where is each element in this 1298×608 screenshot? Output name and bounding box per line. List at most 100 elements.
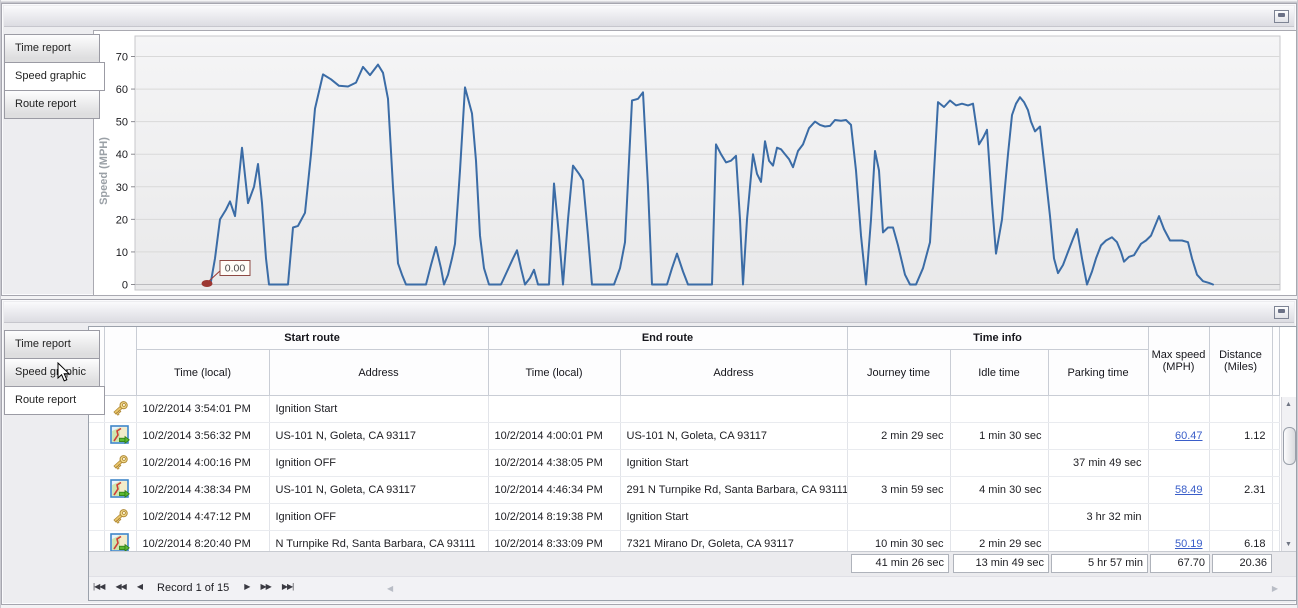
hscroll-left-arrow-icon[interactable]: ◀ (387, 584, 394, 593)
speed-chart-box: 0 10 20 30 40 50 60 70 Speed (MPH) 0.00 (93, 30, 1297, 296)
column-header-distance[interactable]: Distance (Miles) (1209, 327, 1273, 396)
table-row[interactable]: 10/2/2014 4:00:16 PM Ignition OFF 10/2/201… (89, 449, 1281, 477)
start-time-cell: 10/2/2014 4:00:16 PM (136, 449, 270, 477)
end-address-cell: 291 N Turnpike Rd, Santa Barbara, CA 931… (620, 476, 848, 504)
tab-route-report[interactable]: Route report (4, 386, 105, 415)
tab-speed-graphic[interactable]: Speed graphic (4, 62, 105, 91)
y-tick-label: 0 (122, 280, 128, 292)
max-speed-cell (1148, 503, 1210, 531)
route-event-cell (104, 476, 137, 504)
row-indicator (89, 449, 105, 477)
start-time-cell: 10/2/2014 8:20:40 PM (136, 530, 270, 552)
pager-prev-button[interactable]: ◀ (136, 582, 143, 591)
collapse-icon (1278, 13, 1285, 17)
plot-area (134, 35, 1281, 291)
speed-annotation-box (219, 260, 251, 276)
filler-cell (1272, 503, 1281, 531)
distance-cell: 2.31 (1209, 476, 1273, 504)
column-header-end-time[interactable]: Time (local) (488, 349, 621, 396)
speed-graphic-panel: Time report Speed graphic Route report 0 10… (1, 3, 1297, 296)
route-icon (110, 424, 130, 444)
key-icon (112, 400, 128, 416)
filler-cell (1272, 422, 1281, 450)
row-indicator (89, 422, 105, 450)
column-header-journey-time[interactable]: Journey time (847, 349, 951, 396)
vertical-scrollbar[interactable]: ▲ ▼ (1281, 397, 1296, 552)
scroll-up-arrow-icon[interactable]: ▲ (1285, 401, 1292, 408)
table-row[interactable]: 10/2/2014 3:54:01 PM Ignition Start (89, 395, 1281, 423)
scroll-down-arrow-icon[interactable]: ▼ (1285, 541, 1292, 548)
max-speed-link[interactable]: 50.19 (1174, 538, 1203, 550)
record-count-label: Record 1 of 15 (157, 582, 230, 594)
column-header-idle-time[interactable]: Idle time (950, 349, 1049, 396)
column-header-max-speed[interactable]: Max speed (MPH) (1148, 327, 1210, 396)
max-speed-cell (1148, 395, 1210, 423)
route-report-panel: Time report Speed graphic Route report Sta… (1, 299, 1297, 605)
table-row[interactable]: 10/2/2014 4:38:34 PM US-101 N, Goleta, CA… (89, 476, 1281, 504)
column-header-parking-time[interactable]: Parking time (1048, 349, 1149, 396)
tab-time-report[interactable]: Time report (4, 34, 100, 63)
end-time-cell: 10/2/2014 4:46:34 PM (488, 476, 621, 504)
summary-max-speed: 67.70 (1150, 554, 1210, 573)
route-event-cell (104, 422, 137, 450)
journey-time-cell: 3 min 59 sec (847, 476, 951, 504)
max-speed-cell: 60.47 (1148, 422, 1210, 450)
max-speed-cell (1148, 449, 1210, 477)
hscroll-right-arrow-icon[interactable]: ▶ (1271, 584, 1278, 593)
route-table-scroll-area: Start route End route Time info Max spee… (89, 327, 1282, 552)
y-tick-label: 60 (116, 84, 128, 96)
idle-time-cell (950, 395, 1049, 423)
distance-cell (1209, 449, 1273, 477)
filler-header (1272, 327, 1281, 396)
idle-time-cell: 4 min 30 sec (950, 476, 1049, 504)
max-speed-cell: 50.19 (1148, 530, 1210, 552)
pager-next-button[interactable]: ▶ (244, 582, 250, 591)
ignition-event-cell (104, 395, 137, 423)
tab-speed-graphic[interactable]: Speed graphic (4, 358, 100, 387)
summary-journey-time: 41 min 26 sec (851, 554, 949, 573)
column-header-start-time[interactable]: Time (local) (136, 349, 270, 396)
max-speed-link[interactable]: 60.47 (1174, 430, 1203, 442)
group-header-end-route[interactable]: End route (488, 327, 848, 350)
group-header-start-route[interactable]: Start route (136, 327, 489, 350)
ignition-event-cell (104, 449, 137, 477)
key-icon (112, 454, 128, 470)
start-address-cell: Ignition OFF (269, 503, 489, 531)
end-time-cell (488, 395, 621, 423)
summary-distance: 20.36 (1212, 554, 1272, 573)
table-row[interactable]: 10/2/2014 8:20:40 PM N Turnpike Rd, Santa… (89, 530, 1281, 552)
collapse-panel-button[interactable] (1274, 306, 1289, 319)
panel-header-strip (4, 6, 1294, 27)
table-row[interactable]: 10/2/2014 3:56:32 PM US-101 N, Goleta, CA… (89, 422, 1281, 450)
column-header-start-address[interactable]: Address (269, 349, 489, 396)
journey-time-cell (847, 449, 951, 477)
pager-last-button[interactable]: ▶▶| (281, 582, 294, 591)
collapse-panel-button[interactable] (1274, 10, 1289, 23)
tab-time-report[interactable]: Time report (4, 330, 100, 359)
tab-route-report[interactable]: Route report (4, 90, 100, 119)
pager-prev-page-button[interactable]: ◀◀ (115, 582, 126, 591)
distance-cell: 6.18 (1209, 530, 1273, 552)
journey-time-cell: 10 min 30 sec (847, 530, 951, 552)
pager-first-button[interactable]: |◀◀ (93, 582, 105, 591)
filler-cell (1272, 395, 1281, 423)
scrollbar-thumb[interactable] (1283, 427, 1296, 465)
column-header-end-address[interactable]: Address (620, 349, 848, 396)
start-marker (201, 280, 213, 287)
window-left-border (0, 0, 1, 608)
y-tick-label: 10 (116, 247, 128, 259)
speed-chart: 0 10 20 30 40 50 60 70 Speed (MPH) 0.00 (98, 35, 1281, 292)
y-tick-label: 70 (116, 52, 128, 64)
table-row[interactable]: 10/2/2014 4:47:12 PM Ignition OFF 10/2/201… (89, 503, 1281, 531)
route-table: Start route End route Time info Max spee… (88, 326, 1297, 601)
speed-annotation-label: 0.00 (225, 263, 246, 275)
end-address-cell: Ignition Start (620, 503, 848, 531)
max-speed-link[interactable]: 58.49 (1174, 484, 1203, 496)
pager-next-page-button[interactable]: ▶▶ (260, 582, 271, 591)
idle-time-cell (950, 449, 1049, 477)
group-header-time-info[interactable]: Time info (847, 327, 1149, 350)
summary-parking-time: 5 hr 57 min (1051, 554, 1148, 573)
distance-cell (1209, 503, 1273, 531)
parking-time-cell: 3 hr 32 min (1048, 503, 1149, 531)
record-navigator: |◀◀ ◀◀ ◀ Record 1 of 15 ▶ ▶▶ ▶▶| ◀ ▶ (89, 576, 1296, 600)
